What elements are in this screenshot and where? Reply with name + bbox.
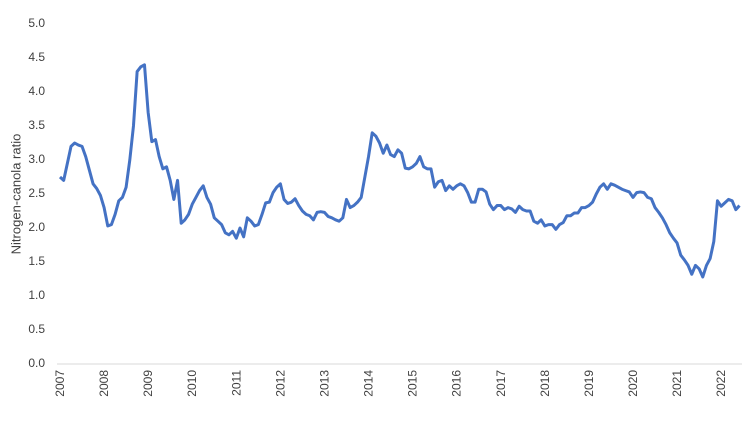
x-tick-label: 2018 [538, 370, 552, 397]
y-tick-label: 3.5 [28, 118, 45, 132]
y-tick-label: 2.5 [28, 186, 45, 200]
x-tick-label: 2020 [626, 370, 640, 397]
y-tick-label: 3.0 [28, 152, 45, 166]
y-tick-label: 5.0 [28, 16, 45, 30]
x-tick-label: 2012 [273, 370, 287, 397]
y-tick-label: 0.0 [28, 356, 45, 370]
y-tick-label: 2.0 [28, 220, 45, 234]
x-tick-label: 2017 [494, 370, 508, 397]
x-tick-label: 2009 [141, 370, 155, 397]
y-tick-label: 0.5 [28, 322, 45, 336]
x-tick-label: 2015 [406, 370, 420, 397]
x-tick-label: 2007 [53, 370, 67, 397]
x-tick-label: 2010 [185, 370, 199, 397]
y-tick-label: 4.0 [28, 84, 45, 98]
y-tick-label: 1.0 [28, 288, 45, 302]
x-tick-label: 2016 [450, 370, 464, 397]
x-tick-label: 2019 [582, 370, 596, 397]
y-axis-title: Nitrogen-canola ratio [8, 134, 23, 255]
x-tick-label: 2014 [362, 370, 376, 397]
x-tick-label: 2008 [97, 370, 111, 397]
data-line [58, 63, 741, 279]
x-tick-label: 2022 [714, 370, 728, 397]
x-tick-label: 2021 [670, 370, 684, 397]
y-tick-label: 4.5 [28, 50, 45, 64]
y-tick-label: 1.5 [28, 254, 45, 268]
x-tick-label: 2013 [317, 370, 331, 397]
x-tick-label: 2011 [229, 370, 243, 396]
